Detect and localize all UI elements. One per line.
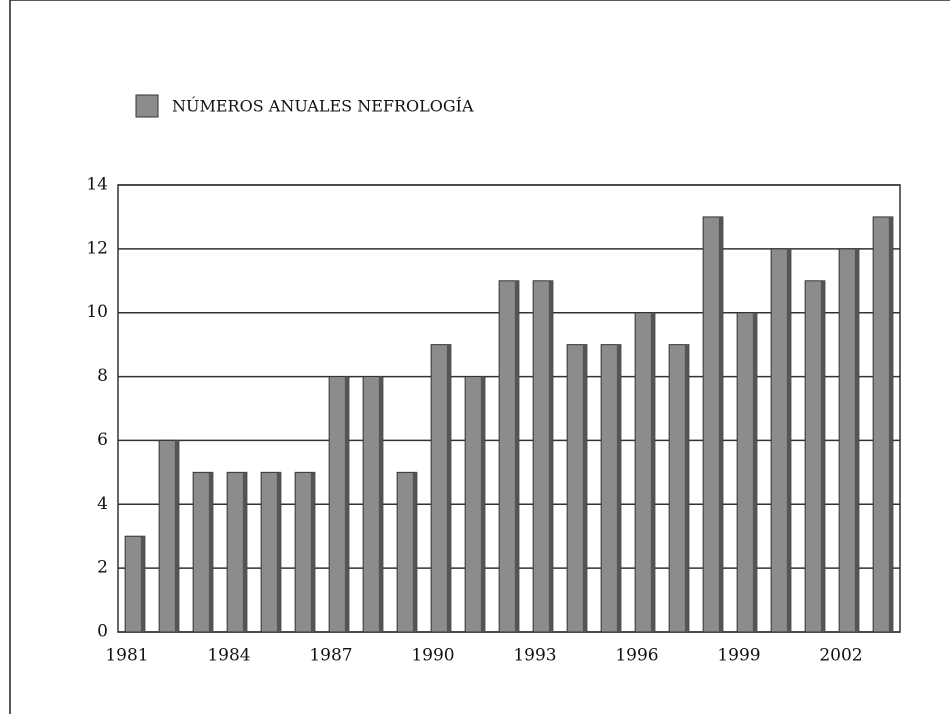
x-tick-label: 1990 — [411, 646, 454, 666]
y-tick-label: 4 — [97, 494, 108, 514]
bar-shade — [310, 472, 315, 632]
bar-shade — [514, 280, 519, 632]
bar — [362, 376, 384, 633]
bar-shade — [276, 472, 281, 632]
x-tick-label: 1999 — [717, 646, 760, 666]
bar-shade — [786, 248, 791, 632]
bar-shade — [140, 536, 145, 632]
bar-shade — [888, 216, 893, 632]
x-tick-label: 1981 — [105, 646, 148, 666]
legend-swatch — [135, 94, 159, 118]
x-tick-label: 1993 — [513, 646, 556, 666]
bar-shade — [344, 376, 349, 632]
bar-shade — [582, 344, 587, 632]
y-tick-label: 12 — [86, 238, 108, 258]
bar — [464, 376, 486, 633]
bar-shade — [174, 440, 179, 632]
bar — [260, 471, 282, 633]
bar-shade — [718, 216, 723, 632]
legend-label: NÚMEROS ANUALES NEFROLOGÍA — [172, 96, 474, 116]
bar — [294, 471, 316, 633]
bar-shade — [480, 376, 485, 632]
y-tick-label: 0 — [97, 622, 108, 642]
bar-shade — [208, 472, 213, 632]
y-tick-label: 8 — [97, 366, 108, 386]
bar-shade — [650, 312, 655, 632]
bar — [396, 471, 418, 633]
x-tick-label: 1996 — [615, 646, 658, 666]
y-tick-label: 14 — [86, 175, 108, 195]
bar-shade — [854, 248, 859, 632]
bar — [430, 344, 452, 633]
bar-shade — [616, 344, 621, 632]
bar-shade — [752, 312, 757, 632]
bar-shade — [548, 280, 553, 632]
y-tick-label: 6 — [97, 430, 108, 450]
y-tick-label: 10 — [86, 302, 108, 322]
bar — [328, 376, 350, 633]
bar-shade — [684, 344, 689, 632]
bar-shade — [378, 376, 383, 632]
y-tick-label: 2 — [97, 558, 108, 578]
bar-shade — [412, 472, 417, 632]
x-tick-label: 1987 — [309, 646, 352, 666]
frame — [9, 0, 950, 714]
x-tick-label: 2002 — [819, 646, 862, 666]
bar-shade — [820, 280, 825, 632]
x-tick-label: 1984 — [207, 646, 250, 666]
bar-shade — [446, 344, 451, 632]
bar-shade — [242, 472, 247, 632]
